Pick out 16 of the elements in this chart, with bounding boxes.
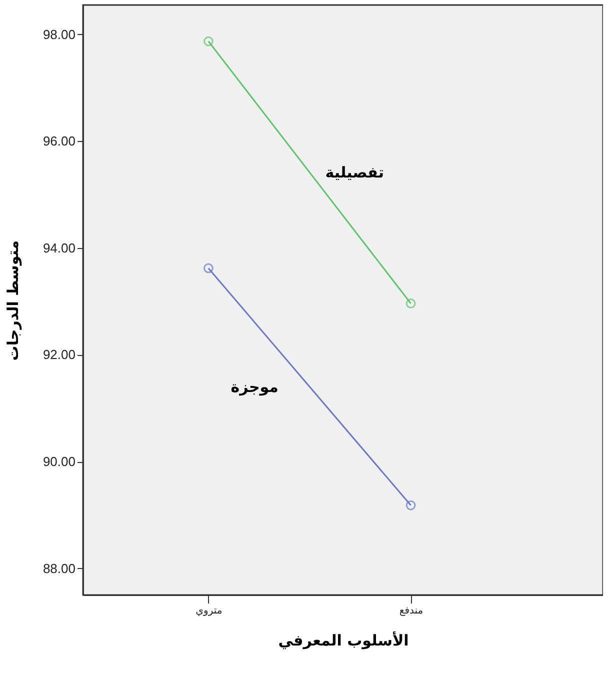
point: [204, 36, 214, 46]
point: [406, 500, 416, 510]
x-axis-title: الأسلوب المعرفي: [278, 630, 409, 650]
y-tick-label: 90.00: [42, 454, 76, 470]
point: [406, 298, 416, 308]
point: [204, 263, 214, 274]
y-tick-label: 92.00: [42, 347, 76, 362]
y-axis-title: متوسط الدرجات: [4, 240, 22, 361]
x-tick-label: مندفع: [399, 606, 424, 616]
y-tick-label: 98.00: [42, 26, 76, 42]
x-tick-label: متروي: [196, 606, 222, 616]
y-tick-label: 96.00: [42, 134, 76, 149]
y-tick-label: 94.00: [42, 240, 76, 256]
series-label: موجزة: [230, 378, 278, 396]
y-tick-label: 88.00: [42, 560, 76, 576]
series-label: تفصيلية: [325, 163, 384, 182]
